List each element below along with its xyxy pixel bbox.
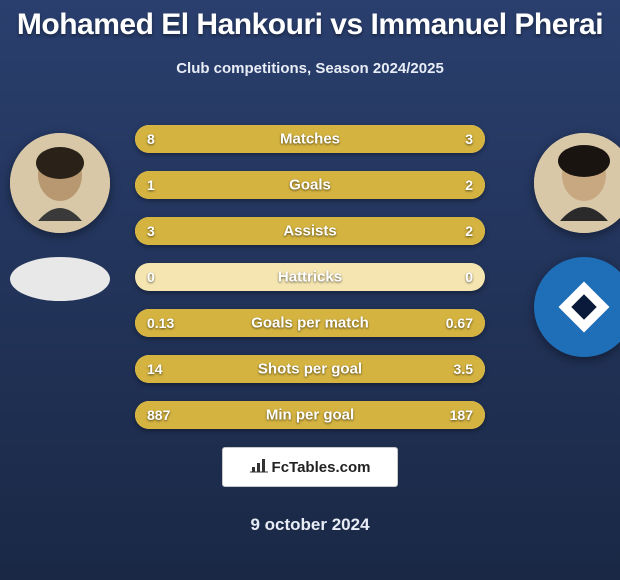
- club-right-badge: [534, 257, 620, 357]
- stat-label: Goals per match: [135, 315, 485, 332]
- stat-label: Goals: [135, 177, 485, 194]
- chart-icon: [250, 457, 268, 478]
- page-subtitle: Club competitions, Season 2024/2025: [0, 60, 620, 77]
- content-area: 83Matches 12Goals 32Assists 00Hattricks 0.13…: [0, 105, 620, 429]
- player-left-avatar: [10, 133, 110, 233]
- player-right-avatar: [534, 133, 620, 233]
- footer-brand-badge: FcTables.com: [222, 447, 398, 487]
- club-left-badge: [10, 257, 110, 357]
- stat-row: 887187Min per goal: [135, 401, 485, 429]
- comparison-container: Mohamed El Hankouri vs Immanuel Pherai C…: [0, 0, 620, 580]
- page-title: Mohamed El Hankouri vs Immanuel Pherai: [0, 0, 620, 42]
- stat-label: Min per goal: [135, 407, 485, 424]
- stat-row: 143.5Shots per goal: [135, 355, 485, 383]
- stat-label: Matches: [135, 131, 485, 148]
- stat-row: 12Goals: [135, 171, 485, 199]
- avatar-placeholder-icon: [10, 133, 110, 233]
- club-right-shape: [534, 257, 620, 357]
- stat-row: 00Hattricks: [135, 263, 485, 291]
- stat-row: 83Matches: [135, 125, 485, 153]
- footer-brand-text: FcTables.com: [272, 459, 371, 476]
- club-left-shape: [10, 257, 110, 301]
- stat-label: Assists: [135, 223, 485, 240]
- stat-row: 0.130.67Goals per match: [135, 309, 485, 337]
- avatar-placeholder-icon: [534, 133, 620, 233]
- stat-label: Hattricks: [135, 269, 485, 286]
- footer-date: 9 october 2024: [0, 515, 620, 535]
- stats-bars: 83Matches 12Goals 32Assists 00Hattricks 0.13…: [135, 105, 485, 429]
- stat-label: Shots per goal: [135, 361, 485, 378]
- stat-row: 32Assists: [135, 217, 485, 245]
